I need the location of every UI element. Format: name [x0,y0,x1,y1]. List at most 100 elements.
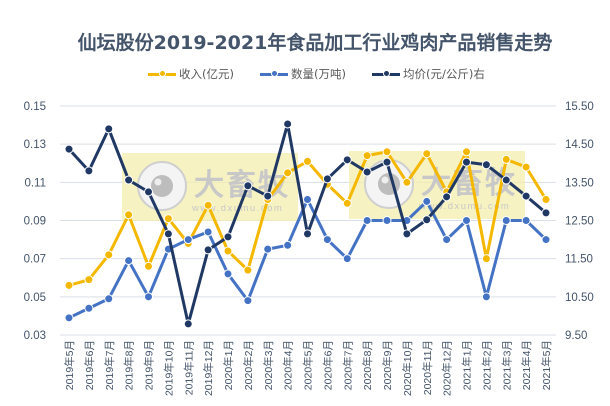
data-point[interactable] [541,208,551,218]
data-point[interactable] [64,313,74,323]
data-point[interactable] [104,294,114,304]
data-point[interactable] [263,244,273,254]
data-point[interactable] [422,196,432,206]
legend-line-marker-icon [148,70,176,77]
legend-label: 均价(元/公斤)右 [402,67,485,81]
data-point[interactable] [481,292,491,302]
data-point[interactable] [322,235,332,245]
data-point[interactable] [521,191,531,201]
left-axis-tick-label: 0.11 [24,177,46,189]
data-point[interactable] [283,119,293,129]
data-point[interactable] [501,216,511,225]
data-point[interactable] [163,214,173,224]
chart-legend: 收入(亿元) 数量(万吨) 均价(元/公斤)右 [148,66,511,82]
data-point[interactable] [283,168,293,178]
data-point[interactable] [521,216,531,225]
data-point[interactable] [402,229,412,239]
x-axis-tick-label: 2020年3月 [262,340,275,390]
data-point[interactable] [481,160,491,170]
data-point[interactable] [342,198,352,208]
legend-line-marker-icon [371,70,400,77]
x-axis-tick-label: 2019年8月 [123,340,136,390]
data-point[interactable] [362,216,372,225]
data-point[interactable] [481,254,491,264]
left-axis-tick-label: 0.13 [24,139,46,151]
data-point[interactable] [163,229,173,239]
data-point[interactable] [183,235,193,245]
chart-title: 仙坛股份2019-2021年食品加工行业鸡肉产品销售走势 [77,32,553,54]
data-point[interactable] [223,269,233,279]
data-point[interactable] [462,157,471,167]
data-point[interactable] [84,303,94,313]
data-point[interactable] [124,175,134,185]
data-point[interactable] [223,246,233,256]
x-axis-tick-label: 2021年1月 [461,340,474,390]
legend-label: 收入(亿元) [179,67,234,81]
data-point[interactable] [223,232,233,242]
data-point[interactable] [442,192,452,202]
right-axis-tick-label: 14.50 [565,139,594,151]
data-point[interactable] [521,162,531,172]
legend-item-quantity[interactable]: 数量(万吨) [259,66,346,82]
data-point[interactable] [303,156,312,166]
data-point[interactable] [203,245,213,255]
data-point[interactable] [541,195,551,205]
series-0 [64,147,551,290]
data-point[interactable] [144,261,153,271]
data-point[interactable] [462,216,471,225]
data-point[interactable] [104,124,114,134]
data-point[interactable] [382,157,392,167]
x-axis-tick-label: 2020年8月 [361,340,374,390]
data-point[interactable] [342,155,352,165]
x-axis-tick-label: 2021年2月 [480,340,493,390]
data-point[interactable] [144,187,153,197]
data-point[interactable] [362,167,372,177]
data-point[interactable] [183,319,193,329]
data-point[interactable] [382,216,392,225]
x-axis-tick-label: 2020年12月 [441,340,454,396]
data-point[interactable] [541,235,551,245]
x-axis-tick-label: 2019年12月 [202,340,215,396]
data-point[interactable] [84,275,94,285]
data-point[interactable] [422,149,432,159]
data-point[interactable] [283,240,293,250]
data-point[interactable] [124,256,134,266]
data-point[interactable] [402,177,412,187]
x-axis-tick-label: 2019年5月 [63,340,76,390]
right-axis-tick-label: 9.50 [565,330,587,342]
data-point[interactable] [303,195,312,205]
data-point[interactable] [303,229,312,239]
data-point[interactable] [342,254,352,264]
legend-item-avg-price[interactable]: 均价(元/公斤)右 [371,66,485,82]
x-axis-tick-label: 2019年9月 [143,340,156,390]
x-axis-tick-label: 2020年7月 [341,340,354,390]
data-point[interactable] [64,280,74,290]
x-axis-tick-label: 2020年2月 [242,340,255,390]
data-point[interactable] [501,154,511,164]
data-point[interactable] [124,210,134,220]
left-axis-tick-label: 0.09 [24,216,46,228]
data-point[interactable] [64,144,74,154]
data-point[interactable] [422,215,432,225]
data-point[interactable] [322,174,332,184]
data-point[interactable] [442,235,452,245]
data-point[interactable] [382,147,392,157]
legend-item-revenue[interactable]: 收入(亿元) [148,66,234,82]
data-point[interactable] [362,151,372,161]
data-point[interactable] [243,181,253,191]
left-axis-tick-label: 0.07 [24,254,46,266]
data-point[interactable] [263,191,273,201]
data-point[interactable] [203,227,213,237]
x-axis-tick-label: 2021年4月 [520,340,533,390]
data-point[interactable] [203,200,213,210]
data-point[interactable] [84,166,94,176]
data-point[interactable] [144,292,153,302]
data-point[interactable] [243,265,253,275]
data-point[interactable] [501,175,511,185]
x-axis-tick-label: 2021年3月 [500,340,513,390]
data-point[interactable] [104,250,114,260]
right-axis-tick-label: 11.50 [565,254,593,266]
data-point[interactable] [462,147,471,157]
data-point[interactable] [243,296,253,306]
